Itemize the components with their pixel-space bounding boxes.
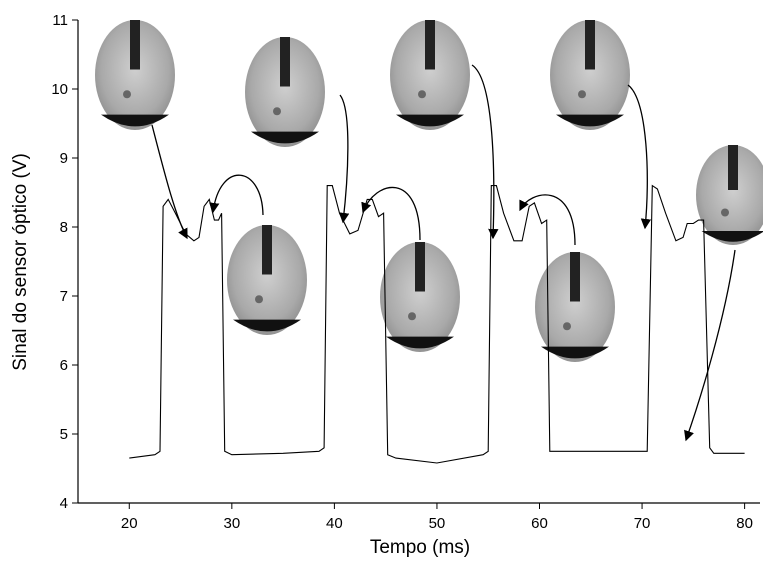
photo-base [556,114,624,127]
photo-base [701,231,763,242]
needle [262,225,272,275]
arrow [684,249,736,442]
y-tick-label: 4 [60,495,68,512]
arrow [209,174,264,216]
arrow [151,124,188,240]
photo-base [233,319,301,332]
needle [130,20,140,70]
needle [425,20,435,70]
photo [380,242,460,352]
needle [570,252,580,302]
x-axis-label: Tempo (ms) [370,537,470,558]
x-tick-label: 20 [121,515,138,532]
needle [585,20,595,70]
arrow [338,94,350,224]
arrow [361,186,421,241]
needle [415,242,425,292]
photo-base [396,114,464,127]
y-tick-label: 10 [51,81,68,98]
droplet [408,312,416,321]
y-tick-label: 6 [60,357,68,374]
x-tick-label: 30 [223,515,240,532]
y-axis-label: Sinal do sensor óptico (V) [10,153,31,371]
photo-insets [95,20,763,442]
droplet [255,295,263,304]
y-tick-label: 7 [60,288,68,305]
y-tick-label: 8 [60,219,68,236]
photo-base [101,114,169,127]
arrow [471,64,499,240]
photo [227,225,307,335]
x-tick-label: 70 [634,515,651,532]
photo [535,252,615,362]
droplet [578,90,586,99]
photo [390,20,470,130]
x-tick-label: 60 [531,515,548,532]
arrow [627,84,652,230]
droplet [563,322,571,331]
droplet [123,90,131,99]
needle [728,145,738,190]
photo [245,37,325,147]
x-tick-label: 40 [326,515,343,532]
photo [550,20,630,130]
data-line [129,184,745,464]
needle [280,37,290,87]
photo-base [251,131,319,144]
x-tick-label: 80 [736,515,753,532]
photo-base [541,346,609,359]
x-tick-label: 50 [429,515,446,532]
photo-base [386,336,454,349]
droplet [721,208,729,217]
y-tick-label: 9 [60,150,68,167]
y-tick-label: 5 [60,426,68,443]
droplet [418,90,426,99]
y-tick-label: 11 [52,12,68,29]
photo [95,20,175,130]
arrow [519,194,576,246]
photo [696,145,763,245]
droplet [273,107,281,116]
